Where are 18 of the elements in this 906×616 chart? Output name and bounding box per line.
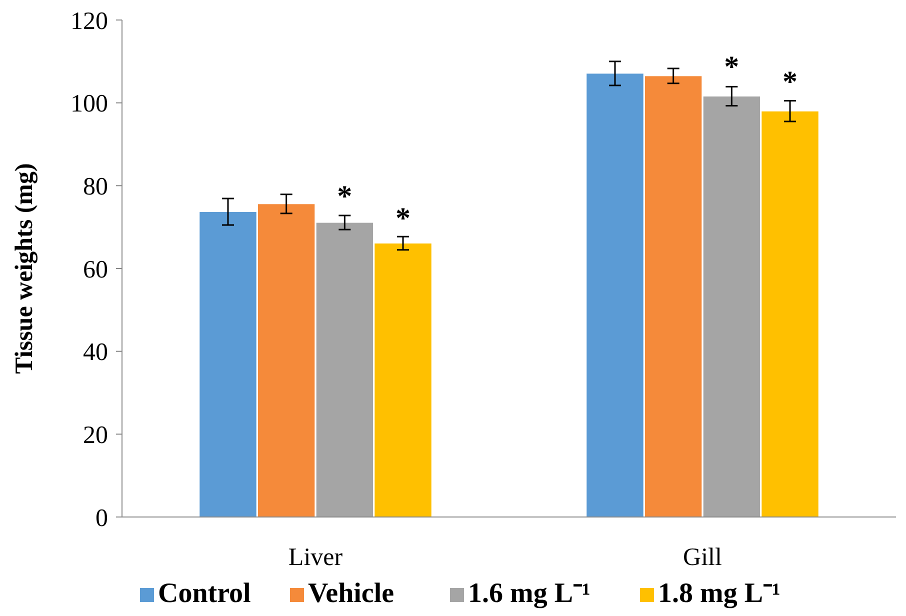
y-tick-label: 40 [83, 339, 108, 366]
y-tick-label: 80 [83, 173, 108, 200]
annotation: * [396, 202, 411, 235]
y-axis-title: Tissue weights (mg) [11, 163, 38, 374]
y-tick-label: 120 [70, 8, 108, 35]
y-tick-label: 60 [83, 256, 108, 284]
legend-label: Vehicle [308, 578, 394, 609]
legend-label: 1.6 mg L⁻¹ [468, 578, 590, 609]
y-tick-label: 20 [83, 422, 108, 449]
y-tick-label: 100 [70, 90, 108, 118]
y-tick-label: 0 [96, 504, 108, 532]
legend-label: 1.8 mg L⁻¹ [658, 578, 780, 609]
legend-label: Control [158, 578, 252, 609]
annotation: * [337, 180, 352, 213]
x-tick-label: Gill [683, 544, 722, 571]
annotation: * [782, 66, 798, 99]
annotation: * [724, 50, 740, 84]
x-tick-label: Liver [288, 544, 344, 571]
